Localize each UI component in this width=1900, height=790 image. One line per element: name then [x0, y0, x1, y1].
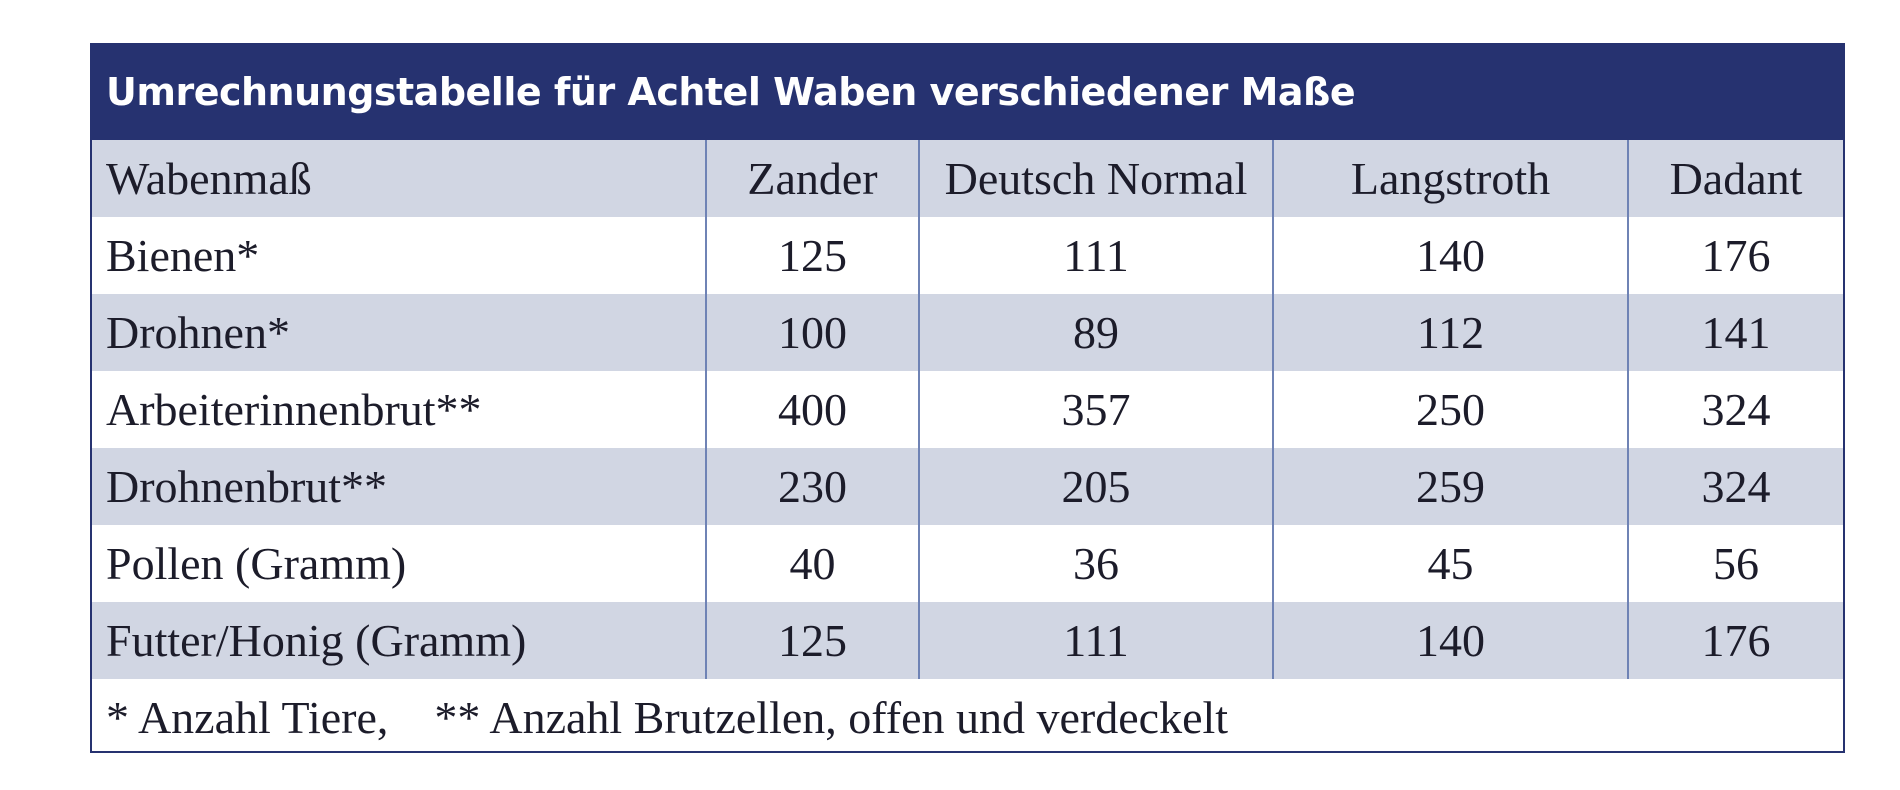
cell-value: 89 — [918, 294, 1273, 371]
header-label: Wabenmaß — [92, 140, 706, 217]
cell-value: 176 — [1627, 602, 1843, 679]
table-footnote: * Anzahl Tiere, ** Anzahl Brutzellen, off… — [92, 679, 1843, 757]
table-row: Arbeiterinnenbrut** 400 357 250 324 — [92, 371, 1843, 448]
cell-value: 125 — [705, 217, 919, 294]
cell-value: 324 — [1627, 448, 1843, 525]
cell-value: 111 — [918, 602, 1273, 679]
cell-value: 36 — [918, 525, 1273, 602]
table-row: Drohnenbrut** 230 205 259 324 — [92, 448, 1843, 525]
cell-value: 259 — [1272, 448, 1628, 525]
footnote-animals: * Anzahl Tiere, — [106, 692, 389, 743]
cell-value: 125 — [705, 602, 919, 679]
cell-value: 400 — [705, 371, 919, 448]
cell-value: 112 — [1272, 294, 1628, 371]
table-row: Pollen (Gramm) 40 36 45 56 — [92, 525, 1843, 602]
cell-value: 324 — [1627, 371, 1843, 448]
cell-value: 141 — [1627, 294, 1843, 371]
cell-value: 357 — [918, 371, 1273, 448]
cell-value: 205 — [918, 448, 1273, 525]
table-row: Futter/Honig (Gramm) 125 111 140 176 — [92, 602, 1843, 679]
table-title: Umrechnungstabelle für Achtel Waben vers… — [92, 45, 1843, 140]
cell-value: 140 — [1272, 217, 1628, 294]
conversion-table-panel: Umrechnungstabelle für Achtel Waben vers… — [90, 43, 1845, 753]
header-dadant: Dadant — [1627, 140, 1843, 217]
row-label: Arbeiterinnenbrut** — [92, 371, 706, 448]
conversion-table: Wabenmaß Zander Deutsch Normal Langstrot… — [92, 140, 1843, 679]
cell-value: 111 — [918, 217, 1273, 294]
cell-value: 40 — [705, 525, 919, 602]
row-label: Drohnen* — [92, 294, 706, 371]
cell-value: 100 — [705, 294, 919, 371]
header-langstroth: Langstroth — [1272, 140, 1628, 217]
table-row: Drohnen* 100 89 112 141 — [92, 294, 1843, 371]
cell-value: 45 — [1272, 525, 1628, 602]
cell-value: 230 — [705, 448, 919, 525]
header-row: Wabenmaß Zander Deutsch Normal Langstrot… — [92, 140, 1843, 217]
cell-value: 140 — [1272, 602, 1628, 679]
cell-value: 56 — [1627, 525, 1843, 602]
cell-value: 250 — [1272, 371, 1628, 448]
footnote-brood-cells: ** Anzahl Brutzellen, offen und verdecke… — [434, 692, 1229, 743]
table-row: Bienen* 125 111 140 176 — [92, 217, 1843, 294]
header-deutsch-normal: Deutsch Normal — [918, 140, 1273, 217]
cell-value: 176 — [1627, 217, 1843, 294]
header-zander: Zander — [705, 140, 919, 217]
row-label: Bienen* — [92, 217, 706, 294]
row-label: Pollen (Gramm) — [92, 525, 706, 602]
row-label: Drohnenbrut** — [92, 448, 706, 525]
row-label: Futter/Honig (Gramm) — [92, 602, 706, 679]
